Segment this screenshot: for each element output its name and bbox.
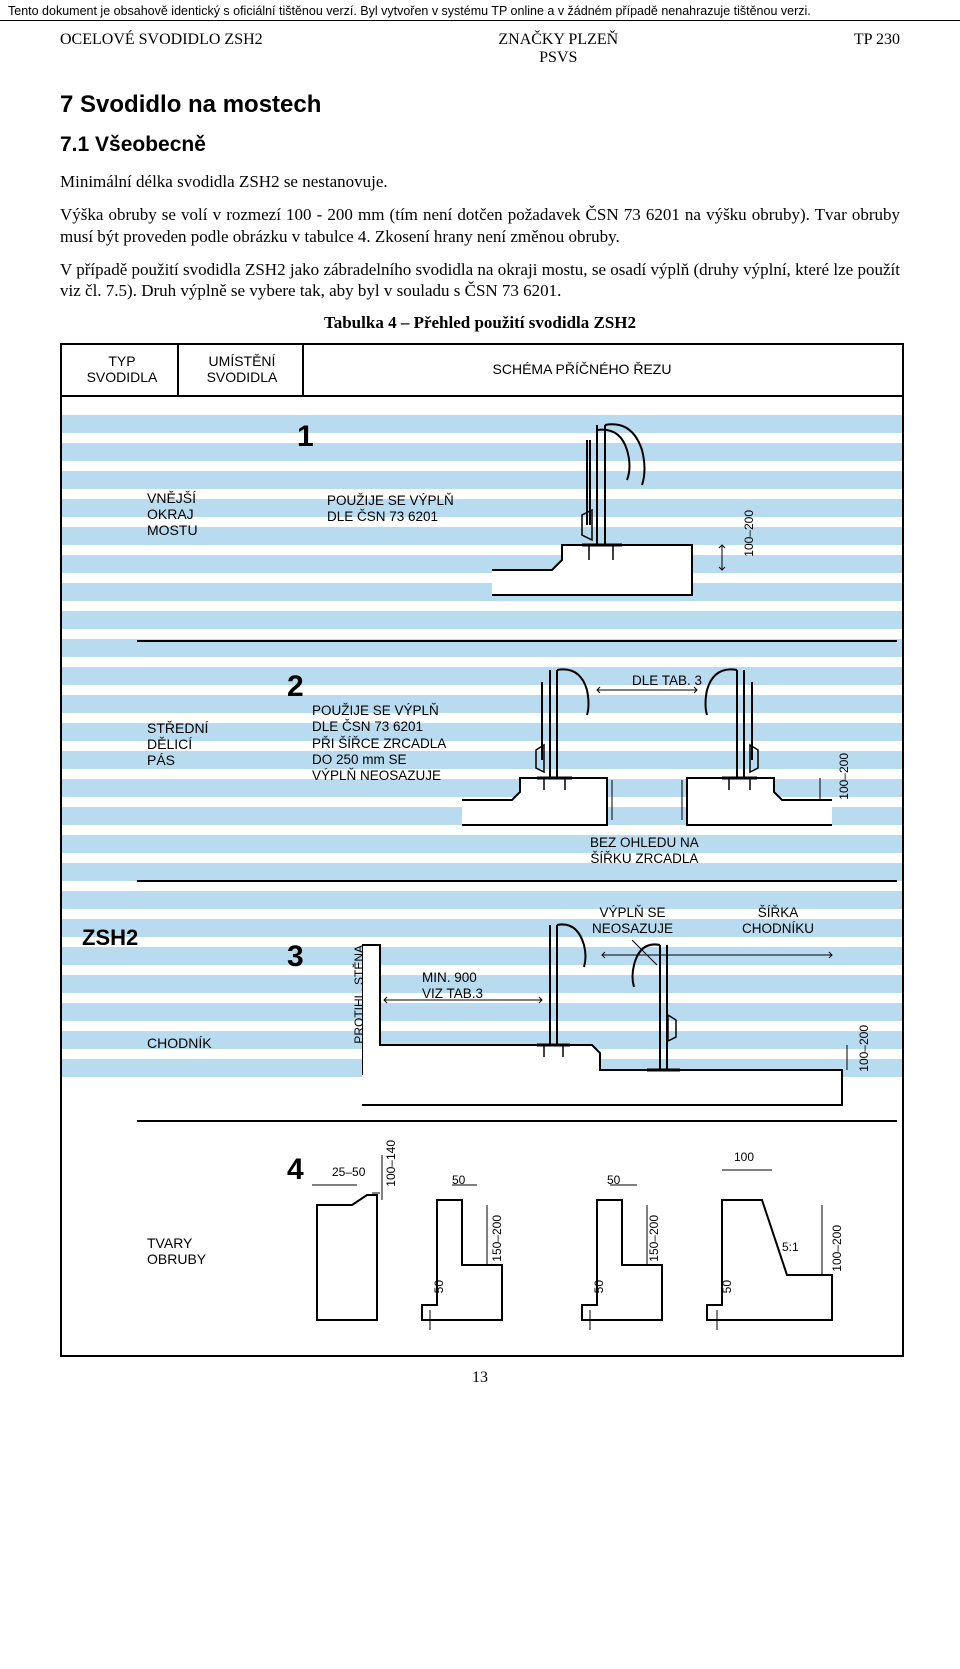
- row3-vypln-l2: NEOSAZUJE: [592, 921, 673, 936]
- row4-d5: 50: [432, 1280, 446, 1293]
- zsh2-label: ZSH2: [82, 925, 138, 951]
- row1-diagram: [492, 415, 742, 615]
- row1-2-separator: [137, 640, 897, 642]
- row2-bez-l1: BEZ OHLEDU NA: [590, 835, 699, 850]
- row3-min-l1: MIN. 900: [422, 970, 477, 985]
- row4-d11: 5:1: [782, 1240, 799, 1254]
- row4-d9: 100: [734, 1150, 754, 1164]
- row2-note-l2: DLE ČSN 73 6201: [312, 719, 423, 734]
- stripe-bg: [62, 443, 902, 461]
- header-vsep1: [177, 345, 179, 395]
- page-header: OCELOVÉ SVODIDLO ZSH2 ZNAČKY PLZEŇ PSVS …: [0, 21, 960, 67]
- paragraph-3: V případě použití svodidla ZSH2 jako záb…: [60, 259, 900, 302]
- stripe-bg: [62, 471, 902, 489]
- row1-dim: 100–200: [742, 510, 756, 557]
- subsection-title: 7.1 Všeobecně: [60, 133, 900, 157]
- row3-protihl: PROTIHL. STĚNA: [352, 945, 366, 1044]
- col2-header: UMÍSTĚNÍ SVODIDLA: [187, 353, 297, 385]
- header-center-2: PSVS: [498, 49, 618, 67]
- col2-header-l2: SVODIDLA: [207, 369, 278, 385]
- row2-label-l2: DĚLICÍ: [147, 736, 192, 752]
- row4-d7: 150–200: [647, 1215, 661, 1262]
- row1-note-l2: DLE ČSN 73 6201: [327, 509, 438, 524]
- row3-vypln: VÝPLŇ SE NEOSAZUJE: [592, 905, 673, 937]
- col3-header-text: SCHÉMA PŘÍČNÉHO ŘEZU: [493, 361, 672, 377]
- table-caption: Tabulka 4 – Přehled použití svodidla ZSH…: [60, 313, 900, 333]
- col1-header: TYP SVODIDLA: [72, 353, 172, 385]
- row2-bez: BEZ OHLEDU NA ŠÍŘKU ZRCADLA: [590, 835, 699, 867]
- row3-sirka-l1: ŠÍŘKA: [758, 905, 799, 920]
- row2-note-l1: POUŽIJE SE VÝPLŇ: [312, 703, 439, 718]
- row4-d8: 50: [592, 1280, 606, 1293]
- row1-label: VNĚJŠÍ OKRAJ MOSTU: [147, 490, 198, 538]
- row4-d2: 100–140: [384, 1140, 398, 1187]
- row4-label-l2: OBRUBY: [147, 1251, 206, 1267]
- row2-bez-l2: ŠÍŘKU ZRCADLA: [590, 851, 698, 866]
- header-left: OCELOVÉ SVODIDLO ZSH2: [60, 31, 263, 67]
- row3-min-l2: VIZ TAB.3: [422, 986, 483, 1001]
- content-area: 7 Svodidlo na mostech 7.1 Všeobecně Mini…: [0, 67, 960, 1407]
- row2-tab3: DLE TAB. 3: [632, 673, 702, 689]
- top-banner: Tento dokument je obsahově identický s o…: [0, 0, 960, 21]
- page-number: 13: [60, 1369, 900, 1387]
- row4-number: 4: [287, 1153, 304, 1187]
- row3-4-separator: [137, 1120, 897, 1122]
- header-center: ZNAČKY PLZEŇ PSVS: [498, 31, 618, 67]
- row2-note-l4: DO 250 mm SE: [312, 752, 407, 767]
- row3-min: MIN. 900 VIZ TAB.3: [422, 970, 483, 1002]
- stripe-bg: [62, 611, 902, 629]
- row4-d4: 150–200: [490, 1215, 504, 1262]
- row3-sirka-l2: CHODNÍKU: [742, 921, 814, 936]
- row2-label-l3: PÁS: [147, 752, 175, 768]
- row4-label: TVARY OBRUBY: [147, 1235, 206, 1267]
- col1-header-l2: SVODIDLA: [87, 369, 158, 385]
- header-center-1: ZNAČKY PLZEŇ: [498, 31, 618, 48]
- stripe-bg: [62, 415, 902, 433]
- row1-label-l1: VNĚJŠÍ: [147, 490, 196, 506]
- row2-label: STŘEDNÍ DĚLICÍ PÁS: [147, 720, 208, 768]
- row2-note-l5: VÝPLŇ NEOSAZUJE: [312, 768, 441, 783]
- section-title: 7 Svodidlo na mostech: [60, 91, 900, 119]
- header-vsep2: [302, 345, 304, 395]
- col3-header: SCHÉMA PŘÍČNÉHO ŘEZU: [432, 361, 732, 377]
- paragraph-2: Výška obruby se volí v rozmezí 100 - 200…: [60, 204, 900, 247]
- row1-note: POUŽIJE SE VÝPLŇ DLE ČSN 73 6201: [327, 493, 454, 525]
- row2-note: POUŽIJE SE VÝPLŇ DLE ČSN 73 6201 PŘI ŠÍŘ…: [312, 703, 446, 784]
- row1-label-l3: MOSTU: [147, 522, 198, 538]
- row4-label-l1: TVARY: [147, 1235, 192, 1251]
- row4-d1: 25–50: [332, 1165, 365, 1179]
- col1-header-l1: TYP: [108, 353, 135, 369]
- row2-dim: 100–200: [837, 753, 851, 800]
- stripe-bg: [62, 555, 902, 573]
- row2-3-separator: [137, 880, 897, 882]
- row4-d10: 50: [720, 1280, 734, 1293]
- row3-number: 3: [287, 940, 304, 974]
- technical-table-figure: TYP SVODIDLA UMÍSTĚNÍ SVODIDLA SCHÉMA PŘ…: [60, 343, 904, 1357]
- row3-dim: 100–200: [857, 1025, 871, 1072]
- row3-label: CHODNÍK: [147, 1035, 212, 1051]
- row1-note-l1: POUŽIJE SE VÝPLŇ: [327, 493, 454, 508]
- row3-vypln-l1: VÝPLŇ SE: [599, 905, 665, 920]
- stripe-bg: [62, 863, 902, 881]
- row2-label-l1: STŘEDNÍ: [147, 720, 208, 736]
- stripe-bg: [62, 583, 902, 601]
- header-right: TP 230: [854, 31, 900, 67]
- row4-d6: 50: [607, 1173, 620, 1187]
- row4-d3: 50: [452, 1173, 465, 1187]
- row1-label-l2: OKRAJ: [147, 506, 194, 522]
- paragraph-1: Minimální délka svodidla ZSH2 se nestano…: [60, 171, 900, 192]
- row4-d12: 100–200: [830, 1225, 844, 1272]
- stripe-bg: [62, 639, 902, 657]
- row2-note-l3: PŘI ŠÍŘCE ZRCADLA: [312, 736, 446, 751]
- stripe-bg: [62, 835, 902, 853]
- row2-number: 2: [287, 670, 304, 704]
- header-separator: [62, 395, 902, 397]
- row3-sirka: ŠÍŘKA CHODNÍKU: [742, 905, 814, 937]
- row1-number: 1: [297, 420, 314, 454]
- col2-header-l1: UMÍSTĚNÍ: [209, 353, 276, 369]
